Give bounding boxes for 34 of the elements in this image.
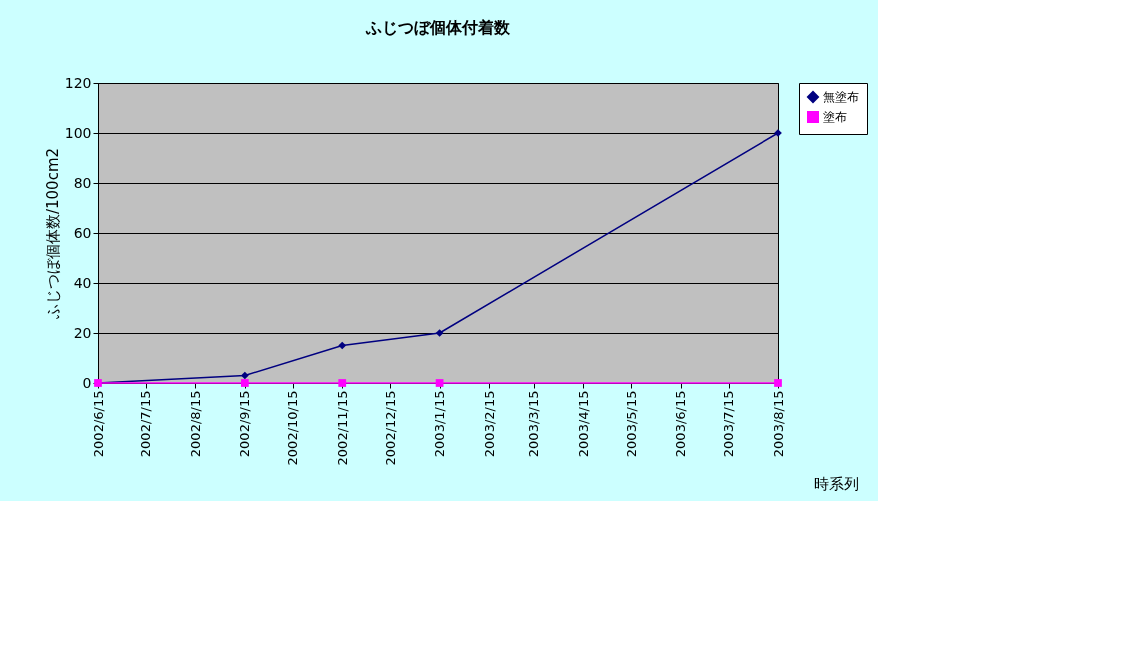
point [338,341,347,350]
x-tick-label: 2003/2/15 [481,390,497,458]
legend-label: 無塗布 [823,90,859,104]
point [338,379,347,387]
y-tick-label: 120 [64,74,92,91]
point [774,379,782,387]
y-tick-label: 100 [64,124,92,141]
y-tick-label: 40 [73,274,92,291]
point [435,379,444,387]
point [435,329,444,337]
x-tick-label: 2003/8/15 [770,390,786,458]
x-tick-label: 2003/1/15 [432,390,448,458]
x-tick-label: 2003/6/15 [673,390,689,458]
y-tick-label: 20 [73,324,92,341]
x-tick-label: 2003/4/15 [575,390,591,458]
y-tick-label: 0 [82,374,92,391]
point [240,371,249,380]
x-tick-label: 2002/8/15 [187,390,203,458]
x-tick-label: 2002/11/15 [334,390,350,466]
chart-title: ふじつぼ個体付着数 [365,18,511,37]
x-tick-label: 2002/10/15 [285,390,301,466]
x-tick-label: 2002/12/15 [382,390,398,466]
x-tick-label: 2002/7/15 [138,390,154,458]
y-tick-label: 80 [73,174,92,191]
point [240,379,249,387]
x-tick-label: 2002/9/15 [237,390,253,458]
x-tick-label: 2002/6/15 [90,390,106,458]
x-tick-label: 2003/7/15 [721,390,737,458]
y-tick-label: 60 [73,224,92,241]
y-axis-title: ふじつぼ個体数/100cm2 [43,147,62,321]
x-tick-label: 2003/3/15 [526,390,542,458]
x-axis-title: 時系列 [813,474,859,493]
legend-label: 塗布 [823,110,847,124]
x-tick-label: 2003/5/15 [623,390,639,458]
